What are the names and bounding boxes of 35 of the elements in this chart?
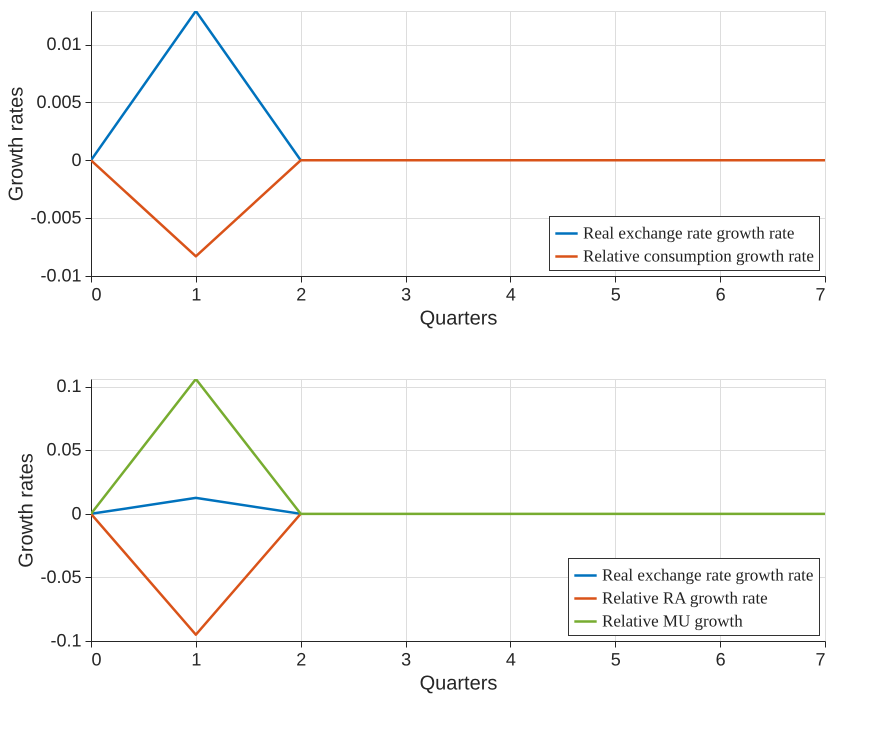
x-tick-label: 7 xyxy=(815,284,826,304)
y-tick-label: -0.1 xyxy=(50,630,82,650)
x-tick-label: 5 xyxy=(610,650,621,670)
legend-label: Relative MU growth xyxy=(602,612,744,630)
x-tick-label: 4 xyxy=(506,650,516,670)
legend-label: Relative RA growth rate xyxy=(602,588,768,608)
y-axis-title: Growth rates xyxy=(5,86,28,202)
x-axis-title: Quarters xyxy=(420,672,498,694)
x-tick-label: 7 xyxy=(815,650,826,670)
x-tick-label: 3 xyxy=(401,650,412,670)
x-tick-label: 1 xyxy=(191,284,202,304)
x-tick-label: 5 xyxy=(610,284,621,304)
y-tick-label: 0 xyxy=(71,503,82,524)
legend-label: Relative consumption growth rate xyxy=(583,246,814,266)
y-tick-label: 0 xyxy=(71,150,82,170)
x-tick-label: 4 xyxy=(506,284,516,304)
x-tick-label: 6 xyxy=(716,284,726,304)
y-tick-label: 0.01 xyxy=(46,34,82,54)
y-tick-label: 0.005 xyxy=(36,92,82,112)
y-axis-title: Growth rates xyxy=(15,453,38,568)
x-tick-label: 1 xyxy=(191,650,202,670)
y-tick-label: -0.005 xyxy=(30,208,82,228)
x-tick-label: 0 xyxy=(92,650,102,670)
x-tick-label: 3 xyxy=(401,284,412,304)
x-axis-title: Quarters xyxy=(420,308,498,330)
y-tick-label: 0.1 xyxy=(56,376,82,396)
x-tick-label: 2 xyxy=(296,284,306,304)
y-tick-label: -0.01 xyxy=(40,266,82,286)
x-tick-label: 2 xyxy=(296,650,306,670)
y-tick-label: 0.05 xyxy=(46,440,82,460)
legend-label: Real exchange rate growth rate xyxy=(583,224,794,242)
x-tick-label: 6 xyxy=(716,650,726,670)
y-tick-label: -0.05 xyxy=(40,566,82,587)
x-tick-label: 0 xyxy=(92,284,102,304)
legend-label: Real exchange rate growth rate xyxy=(602,566,814,584)
